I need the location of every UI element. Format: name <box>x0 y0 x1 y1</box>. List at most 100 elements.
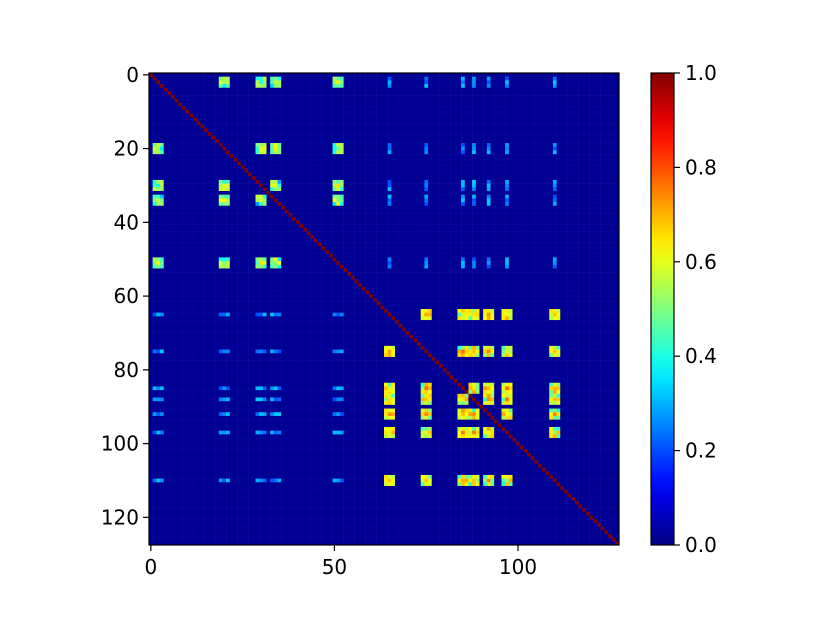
heatmap-cell <box>167 102 172 107</box>
heatmap-cell <box>571 191 576 195</box>
heatmap-cell <box>384 80 388 85</box>
heatmap-cell <box>417 76 421 81</box>
heatmap-cell <box>406 91 410 96</box>
heatmap-cell <box>178 109 183 114</box>
heatmap-cell <box>567 124 572 129</box>
heatmap-cell <box>567 150 572 155</box>
heatmap-cell <box>240 73 245 77</box>
heatmap-cell <box>281 109 286 114</box>
heatmap-cell <box>376 172 381 177</box>
heatmap-cell <box>365 168 370 173</box>
heatmap-cell <box>233 73 238 77</box>
heatmap-cell <box>189 135 194 140</box>
heatmap-cell <box>472 106 477 111</box>
heatmap-cell <box>204 213 208 218</box>
heatmap-cell <box>328 135 333 140</box>
heatmap-cell <box>450 198 455 203</box>
heatmap-cell <box>574 146 579 151</box>
heatmap-cell <box>350 150 355 155</box>
heatmap-cell <box>578 172 583 177</box>
heatmap-cell <box>233 139 238 144</box>
heatmap-cell <box>435 198 440 203</box>
heatmap-cell <box>284 176 289 181</box>
heatmap-cell <box>574 172 579 177</box>
heatmap-cell <box>207 187 212 192</box>
heatmap-cell <box>519 150 524 155</box>
heatmap-cell <box>406 132 410 136</box>
heatmap-cell <box>468 202 473 206</box>
heatmap-cell <box>182 205 186 210</box>
heatmap-cell <box>196 165 201 170</box>
heatmap-cell <box>262 102 267 107</box>
heatmap-cell <box>607 76 612 81</box>
heatmap-cell <box>248 80 253 85</box>
heatmap-cell <box>160 165 164 170</box>
heatmap-cell <box>490 209 495 214</box>
heatmap-cell <box>615 124 620 129</box>
heatmap-cell <box>156 150 161 155</box>
heatmap-cell <box>391 143 396 147</box>
heatmap-cell <box>439 150 443 155</box>
heatmap-cell <box>545 179 550 184</box>
heatmap-cell <box>497 132 502 136</box>
heatmap-cell <box>604 106 609 111</box>
heatmap-cell <box>284 179 289 184</box>
heatmap-cell <box>508 202 513 206</box>
heatmap-cell <box>567 168 572 173</box>
heatmap-cell <box>171 117 175 122</box>
heatmap-cell <box>288 146 293 151</box>
heatmap-cell <box>343 135 348 140</box>
heatmap-cell <box>182 202 186 206</box>
heatmap-cell <box>152 80 157 85</box>
heatmap-cell <box>365 183 370 188</box>
heatmap-cell <box>372 202 377 206</box>
heatmap-cell <box>207 202 212 206</box>
heatmap-cell <box>204 124 208 129</box>
heatmap-cell <box>593 117 598 122</box>
heatmap-cell <box>273 187 278 192</box>
heatmap-cell <box>567 139 572 144</box>
heatmap-cell <box>615 117 620 122</box>
heatmap-cell <box>273 106 278 111</box>
heatmap-cell <box>185 202 190 206</box>
heatmap-cell <box>505 194 510 199</box>
heatmap-cell <box>472 109 477 114</box>
heatmap-cell <box>611 91 616 96</box>
heatmap-cell <box>303 128 308 133</box>
heatmap-cell <box>596 139 601 144</box>
heatmap-cell <box>149 80 153 85</box>
heatmap-cell <box>171 146 175 151</box>
heatmap-cell <box>585 161 590 166</box>
heatmap-cell <box>171 76 175 81</box>
heatmap-cell <box>501 213 506 218</box>
heatmap-cell <box>361 198 366 203</box>
heatmap-cell <box>281 157 286 162</box>
heatmap-cell <box>380 128 385 133</box>
heatmap-cell <box>615 202 620 206</box>
heatmap-cell <box>552 113 557 118</box>
heatmap-cell <box>530 124 535 129</box>
heatmap-cell <box>361 168 366 173</box>
heatmap-cell <box>600 76 605 81</box>
heatmap-cell <box>409 146 414 151</box>
heatmap-cell <box>350 113 355 118</box>
heatmap-cell <box>596 213 601 218</box>
heatmap-cell <box>541 191 546 195</box>
heatmap-cell <box>552 143 557 147</box>
heatmap-cell <box>527 113 532 118</box>
heatmap-cell <box>446 117 451 122</box>
heatmap-cell <box>288 87 293 92</box>
heatmap-cell <box>288 213 293 218</box>
heatmap-cell <box>160 102 164 107</box>
heatmap-cell <box>490 120 495 125</box>
heatmap-cell <box>604 183 609 188</box>
heatmap-cell <box>365 172 370 177</box>
heatmap-cell <box>222 120 227 125</box>
heatmap-cell <box>310 106 315 111</box>
heatmap-cell <box>475 161 480 166</box>
heatmap-cell <box>486 120 491 125</box>
heatmap-cell <box>387 150 392 155</box>
heatmap-cell <box>380 176 385 181</box>
heatmap-cell <box>303 165 308 170</box>
heatmap-cell <box>483 146 488 151</box>
